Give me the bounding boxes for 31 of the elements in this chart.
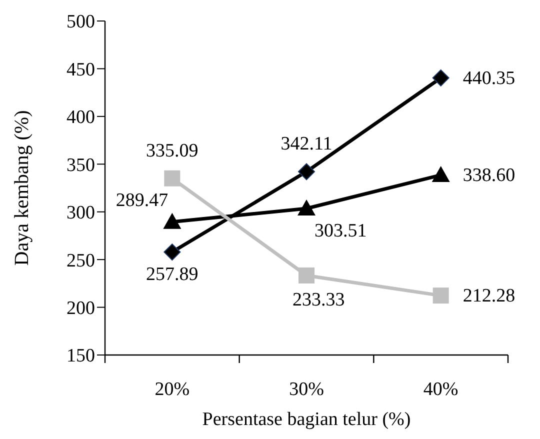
y-tick-label: 350 <box>66 154 95 176</box>
data-label: 233.33 <box>292 289 345 310</box>
y-tick-label: 500 <box>66 12 95 33</box>
y-tick-label: 250 <box>66 250 95 272</box>
point <box>298 200 316 216</box>
data-label: 257.89 <box>146 264 198 286</box>
point <box>298 163 315 180</box>
x-axis-title: Persentase bagian telur (%) <box>202 409 411 430</box>
y-tick-label: 200 <box>66 298 95 320</box>
point <box>432 166 450 182</box>
data-label: 342.11 <box>280 134 332 155</box>
y-axis-title: Daya kembang (%) <box>11 110 33 266</box>
data-label: 303.51 <box>314 220 367 242</box>
point <box>164 244 181 261</box>
point <box>164 170 180 186</box>
data-label: 440.35 <box>462 68 516 89</box>
x-tick-label: 20% <box>154 379 190 400</box>
data-label: 335.09 <box>146 140 198 162</box>
y-tick-label: 400 <box>66 107 95 128</box>
y-tick-label: 450 <box>66 59 95 80</box>
y-tick-label: 150 <box>66 346 95 367</box>
x-tick-label: 30% <box>289 379 324 400</box>
data-label: 212.28 <box>462 286 516 307</box>
point <box>298 267 314 284</box>
point <box>163 212 182 229</box>
point <box>432 288 449 304</box>
x-tick-label: 40% <box>423 379 458 400</box>
data-label: 289.47 <box>116 190 168 211</box>
data-label: 338.60 <box>462 165 516 186</box>
y-tick-label: 300 <box>66 202 95 224</box>
point <box>432 69 450 86</box>
